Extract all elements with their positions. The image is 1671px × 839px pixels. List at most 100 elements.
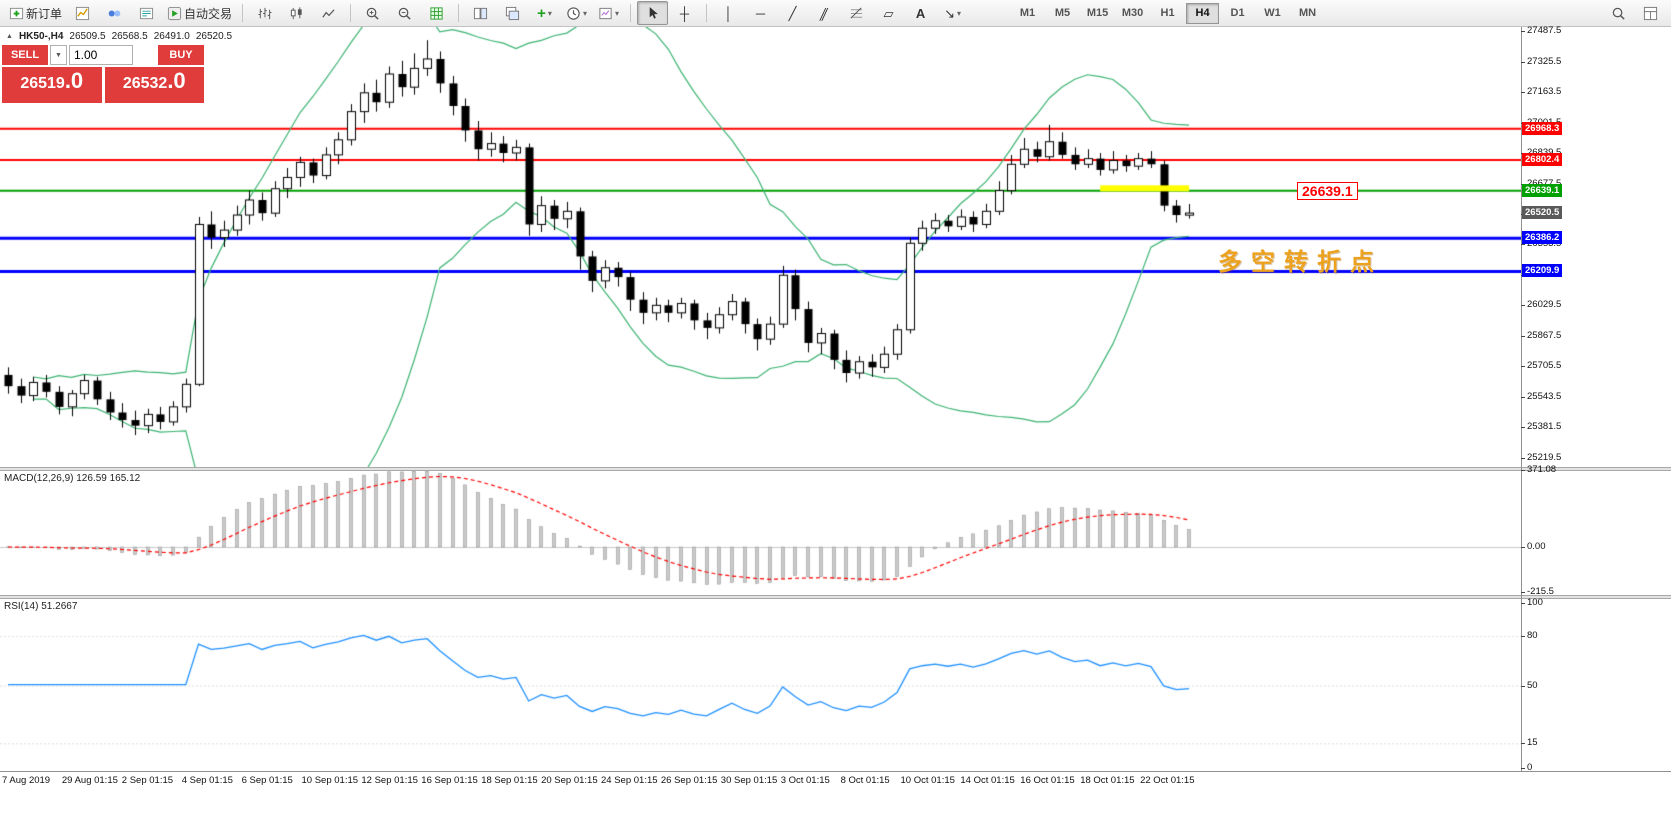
- clock-icon: [567, 6, 580, 20]
- channel-button[interactable]: ∥: [809, 1, 840, 25]
- autotrading-button[interactable]: 自动交易: [163, 1, 236, 25]
- templates-button[interactable]: ▾: [593, 1, 624, 25]
- new-order-icon: [9, 7, 24, 19]
- zoom-in-icon: [366, 7, 379, 20]
- timeframe-m1[interactable]: M1: [1019, 7, 1036, 19]
- text-button[interactable]: A: [905, 1, 936, 25]
- vertical-line-button[interactable]: │: [713, 1, 744, 25]
- new-order-label: 新订单: [26, 6, 63, 21]
- zoom-in-button[interactable]: [357, 1, 388, 25]
- trendline-button[interactable]: ╱: [777, 1, 808, 25]
- buy-price-box[interactable]: 26532.0: [104, 67, 204, 103]
- macd-scale-label: -215.5: [1527, 585, 1554, 597]
- price-tick-mark: [1521, 366, 1525, 368]
- new-order-button[interactable]: 新订单: [5, 1, 66, 25]
- autotrading-label: 自动交易: [184, 6, 233, 21]
- toolbar-separator: [242, 4, 244, 22]
- time-label: 18 Sep 01:15: [481, 775, 538, 786]
- market-watch-icon: [139, 7, 154, 19]
- price-tick-label: 25867.5: [1527, 329, 1562, 341]
- time-label: 26 Sep 01:15: [660, 775, 718, 786]
- timeframe-m5[interactable]: M5: [1054, 7, 1071, 19]
- timeframe-group: M1 M5 M15 M30 H1 H4 D1 W1 MN: [1011, 2, 1324, 24]
- buy-price-frac: .0: [167, 68, 186, 93]
- arrow-tools-button[interactable]: ↘ ▾: [937, 1, 968, 25]
- bar-open-value: 26509.5: [69, 31, 106, 42]
- search-button[interactable]: [1603, 1, 1634, 25]
- period-separators-button[interactable]: [421, 1, 452, 25]
- timeframe-mn[interactable]: MN: [1298, 7, 1317, 19]
- rsi-indicator-canvas[interactable]: [0, 599, 1521, 769]
- fibonacci-icon: [850, 7, 863, 19]
- macd-label: MACD(12,26,9) 126.59 165.12: [4, 473, 141, 484]
- price-tick-mark: [1521, 305, 1525, 307]
- price-tick-label: 26677.5: [1527, 178, 1561, 189]
- volume-input[interactable]: [69, 45, 133, 65]
- chart-layout-button[interactable]: [1635, 1, 1666, 25]
- crosshair-button[interactable]: ┼: [669, 1, 700, 25]
- timeframe-m15[interactable]: M15: [1086, 7, 1109, 19]
- chevron-down-icon: ▾: [956, 8, 961, 18]
- cursor-button[interactable]: [637, 1, 669, 25]
- panel-splitter-rsi[interactable]: [0, 595, 1671, 599]
- bar-low-value: 26491.0: [153, 31, 190, 42]
- new-chart-icon: [75, 6, 90, 20]
- time-label: 8 Oct 01:15: [840, 775, 890, 786]
- macd-scale-label: 0.00: [1527, 541, 1546, 552]
- time-label: 10 Sep 01:15: [301, 775, 359, 786]
- time-label: 6 Sep 01:15: [241, 775, 293, 786]
- symbol-title: HK50-,H4: [18, 31, 64, 42]
- candlestick-chart-button[interactable]: [281, 1, 312, 25]
- chevron-down-icon: ▾: [547, 8, 552, 18]
- time-label: 20 Sep 01:15: [541, 775, 598, 786]
- line-chart-icon: [322, 8, 335, 18]
- profiles-button[interactable]: [99, 1, 130, 25]
- time-label: 16 Oct 01:15: [1020, 775, 1075, 786]
- timeframe-h1[interactable]: H1: [1160, 7, 1175, 19]
- cursor-icon: [649, 6, 658, 19]
- tile-windows-button[interactable]: [465, 1, 496, 25]
- cascade-windows-button[interactable]: [497, 1, 528, 25]
- bar-chart-button[interactable]: [249, 1, 280, 25]
- chart-marker-icon: ▲: [6, 33, 13, 40]
- rsi-scale-tick: [1521, 636, 1525, 637]
- indicators-button[interactable]: + ▾: [529, 1, 560, 25]
- trendline-icon: ╱: [788, 5, 797, 21]
- timeframe-d1[interactable]: D1: [1230, 7, 1245, 19]
- price-line-tag: 26802.4: [1522, 153, 1563, 167]
- time-label: 14 Oct 01:15: [960, 775, 1015, 786]
- new-chart-button[interactable]: [67, 1, 98, 25]
- symbol-ohlc-bar: ▲ HK50-,H4 26509.5 26568.5 26491.0 26520…: [6, 31, 232, 42]
- rsi-scale-label: 50: [1527, 679, 1538, 691]
- sell-price-box[interactable]: 26519.0: [2, 67, 102, 103]
- timeframe-h4[interactable]: H4: [1186, 2, 1220, 24]
- timeframe-m30[interactable]: M30: [1121, 7, 1144, 19]
- rsi-scale-tick: [1521, 603, 1525, 604]
- zoom-out-button[interactable]: [389, 1, 420, 25]
- volume-dropdown[interactable]: ▼: [50, 45, 67, 65]
- indicators-plus-icon: +: [537, 4, 546, 22]
- bar-chart-icon: [258, 7, 272, 19]
- toolbar: 新订单 自动交易: [0, 0, 1671, 27]
- timeframe-w1[interactable]: W1: [1264, 7, 1281, 19]
- periods-button[interactable]: ▾: [561, 1, 592, 25]
- price-tick-label: 27487.5: [1527, 25, 1562, 37]
- main-chart-canvas[interactable]: [0, 27, 1521, 467]
- panel-splitter-macd[interactable]: [0, 467, 1671, 471]
- horizontal-line-button[interactable]: ─: [745, 1, 776, 25]
- toolbar-separator: [630, 4, 632, 22]
- sell-button[interactable]: SELL: [2, 45, 48, 65]
- fibonacci-button[interactable]: [841, 1, 872, 25]
- price-tick-label: 25705.5: [1527, 360, 1562, 372]
- shapes-button[interactable]: ▱: [873, 1, 904, 25]
- line-chart-button[interactable]: [313, 1, 344, 25]
- macd-scale-label: 371.08: [1527, 464, 1557, 475]
- market-watch-button[interactable]: [131, 1, 162, 25]
- crosshair-icon: ┼: [679, 5, 690, 21]
- buy-button[interactable]: BUY: [158, 45, 204, 65]
- template-icon: [599, 7, 612, 19]
- price-flag[interactable]: 26639.1: [1297, 182, 1358, 200]
- time-label: 3 Oct 01:15: [780, 775, 830, 786]
- cn-note[interactable]: 多空转折点: [1218, 249, 1383, 276]
- macd-indicator-canvas[interactable]: [0, 471, 1521, 595]
